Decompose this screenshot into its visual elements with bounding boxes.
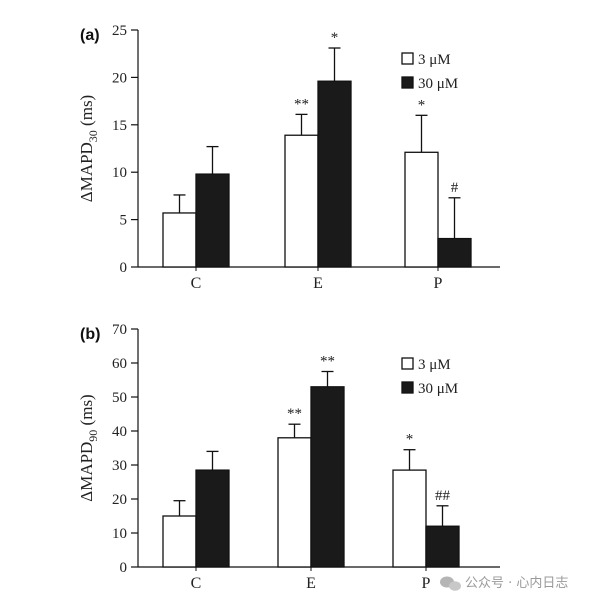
significance-marker: ** <box>294 96 309 112</box>
legend-label: 3 μM <box>418 357 451 373</box>
bar-high-dose <box>437 237 472 268</box>
legend-label: 30 μM <box>418 76 458 92</box>
wechat-icon <box>440 576 461 591</box>
bar-high-dose <box>195 173 230 268</box>
x-tick-label: C <box>191 575 202 592</box>
y-axis-label: ΔMAPD30 (ms) <box>77 95 100 202</box>
legend-label: 3 μM <box>418 52 451 68</box>
significance-marker: ## <box>435 488 451 504</box>
x-tick-label: P <box>422 575 431 592</box>
x-tick-label: C <box>191 275 202 292</box>
panel-label: (b) <box>80 326 100 343</box>
bar-high-dose <box>195 469 230 568</box>
y-tick-label: 60 <box>112 356 127 372</box>
bar-low-dose <box>404 151 439 268</box>
bar-high-dose <box>317 80 352 268</box>
x-tick-label: E <box>313 275 323 292</box>
y-tick-label: 50 <box>112 390 127 406</box>
significance-marker: ** <box>287 406 302 422</box>
legend-swatch <box>401 52 414 65</box>
y-tick-label: 25 <box>112 23 127 39</box>
significance-marker: # <box>451 180 459 196</box>
y-tick-label: 10 <box>112 526 127 542</box>
chart-panel-2: (b) 0 10 20 30 40 50 60 70 ΔMAPD90 (ms) C ** ** E * ## P… <box>77 322 500 592</box>
legend-swatch <box>401 357 414 370</box>
x-tick-label: P <box>434 275 443 292</box>
bar-low-dose <box>162 515 197 568</box>
bar-low-dose <box>284 134 319 268</box>
legend-swatch <box>401 381 414 394</box>
legend-swatch <box>401 76 414 89</box>
watermark: 公众号 · 心内日志 <box>440 575 568 591</box>
y-axis-label: ΔMAPD90 (ms) <box>77 394 100 501</box>
y-tick-label: 5 <box>120 213 128 229</box>
significance-marker: * <box>406 432 414 448</box>
y-tick-label: 10 <box>112 165 127 181</box>
y-tick-label: 15 <box>112 118 127 134</box>
significance-marker: * <box>418 97 426 113</box>
watermark-text: 公众号 · 心内日志 <box>465 575 568 591</box>
x-tick-label: E <box>306 575 316 592</box>
significance-marker: * <box>331 30 339 46</box>
bar-low-dose <box>277 437 312 568</box>
panel-label: (a) <box>80 27 100 44</box>
y-tick-label: 0 <box>120 560 128 576</box>
y-tick-label: 20 <box>112 492 127 508</box>
y-tick-label: 20 <box>112 70 127 86</box>
bar-high-dose <box>425 525 460 568</box>
y-tick-label: 40 <box>112 424 127 440</box>
bar-low-dose <box>392 469 427 568</box>
y-tick-label: 0 <box>120 260 128 276</box>
legend-label: 30 μM <box>418 381 458 397</box>
y-tick-label: 70 <box>112 322 127 338</box>
significance-marker: ** <box>320 354 335 370</box>
y-tick-label: 30 <box>112 458 127 474</box>
bar-low-dose <box>162 212 197 268</box>
bar-high-dose <box>310 386 345 568</box>
